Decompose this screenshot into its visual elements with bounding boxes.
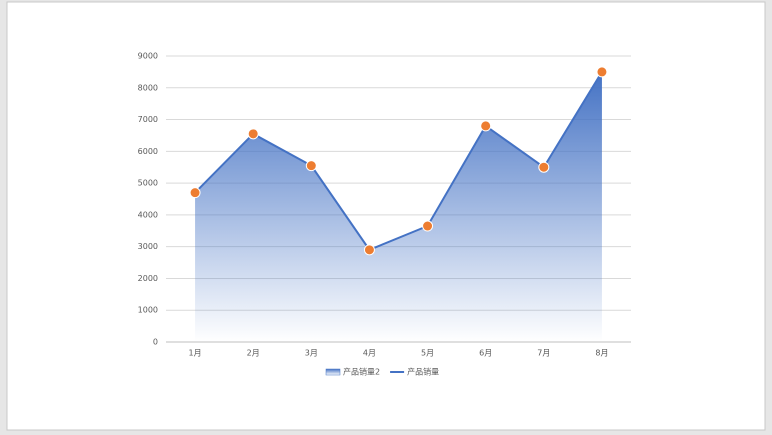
legend-label: 产品销量2 <box>343 367 380 377</box>
y-tick-label: 7000 <box>138 115 158 124</box>
y-tick-label: 0 <box>153 338 158 347</box>
x-tick-label: 6月 <box>479 349 492 358</box>
marker <box>480 120 492 132</box>
chart-area <box>6 1 766 431</box>
marker <box>596 66 608 78</box>
y-tick-label: 3000 <box>138 242 158 251</box>
marker <box>363 244 375 256</box>
y-tick-label: 5000 <box>138 179 158 188</box>
y-tick-label: 6000 <box>138 147 158 156</box>
y-tick-label: 8000 <box>138 83 158 92</box>
marker <box>422 220 434 232</box>
x-tick-label: 5月 <box>421 349 434 358</box>
marker <box>538 161 550 173</box>
legend-swatch <box>325 368 341 376</box>
y-tick-label: 1000 <box>138 306 158 315</box>
x-tick-label: 7月 <box>537 349 550 358</box>
x-tick-label: 8月 <box>595 349 608 358</box>
x-tick-label: 2月 <box>247 349 260 358</box>
x-tick-label: 1月 <box>189 349 202 358</box>
y-tick-label: 4000 <box>138 210 158 219</box>
area <box>195 71 602 342</box>
x-tick-label: 3月 <box>305 349 318 358</box>
y-tick-label: 2000 <box>138 274 158 283</box>
marker <box>247 128 259 140</box>
x-tick-label: 4月 <box>363 349 376 358</box>
y-tick-label: 9000 <box>138 52 158 61</box>
legend-label: 产品销量 <box>407 367 439 377</box>
marker <box>305 160 317 172</box>
marker <box>189 187 201 199</box>
line <box>194 71 603 252</box>
